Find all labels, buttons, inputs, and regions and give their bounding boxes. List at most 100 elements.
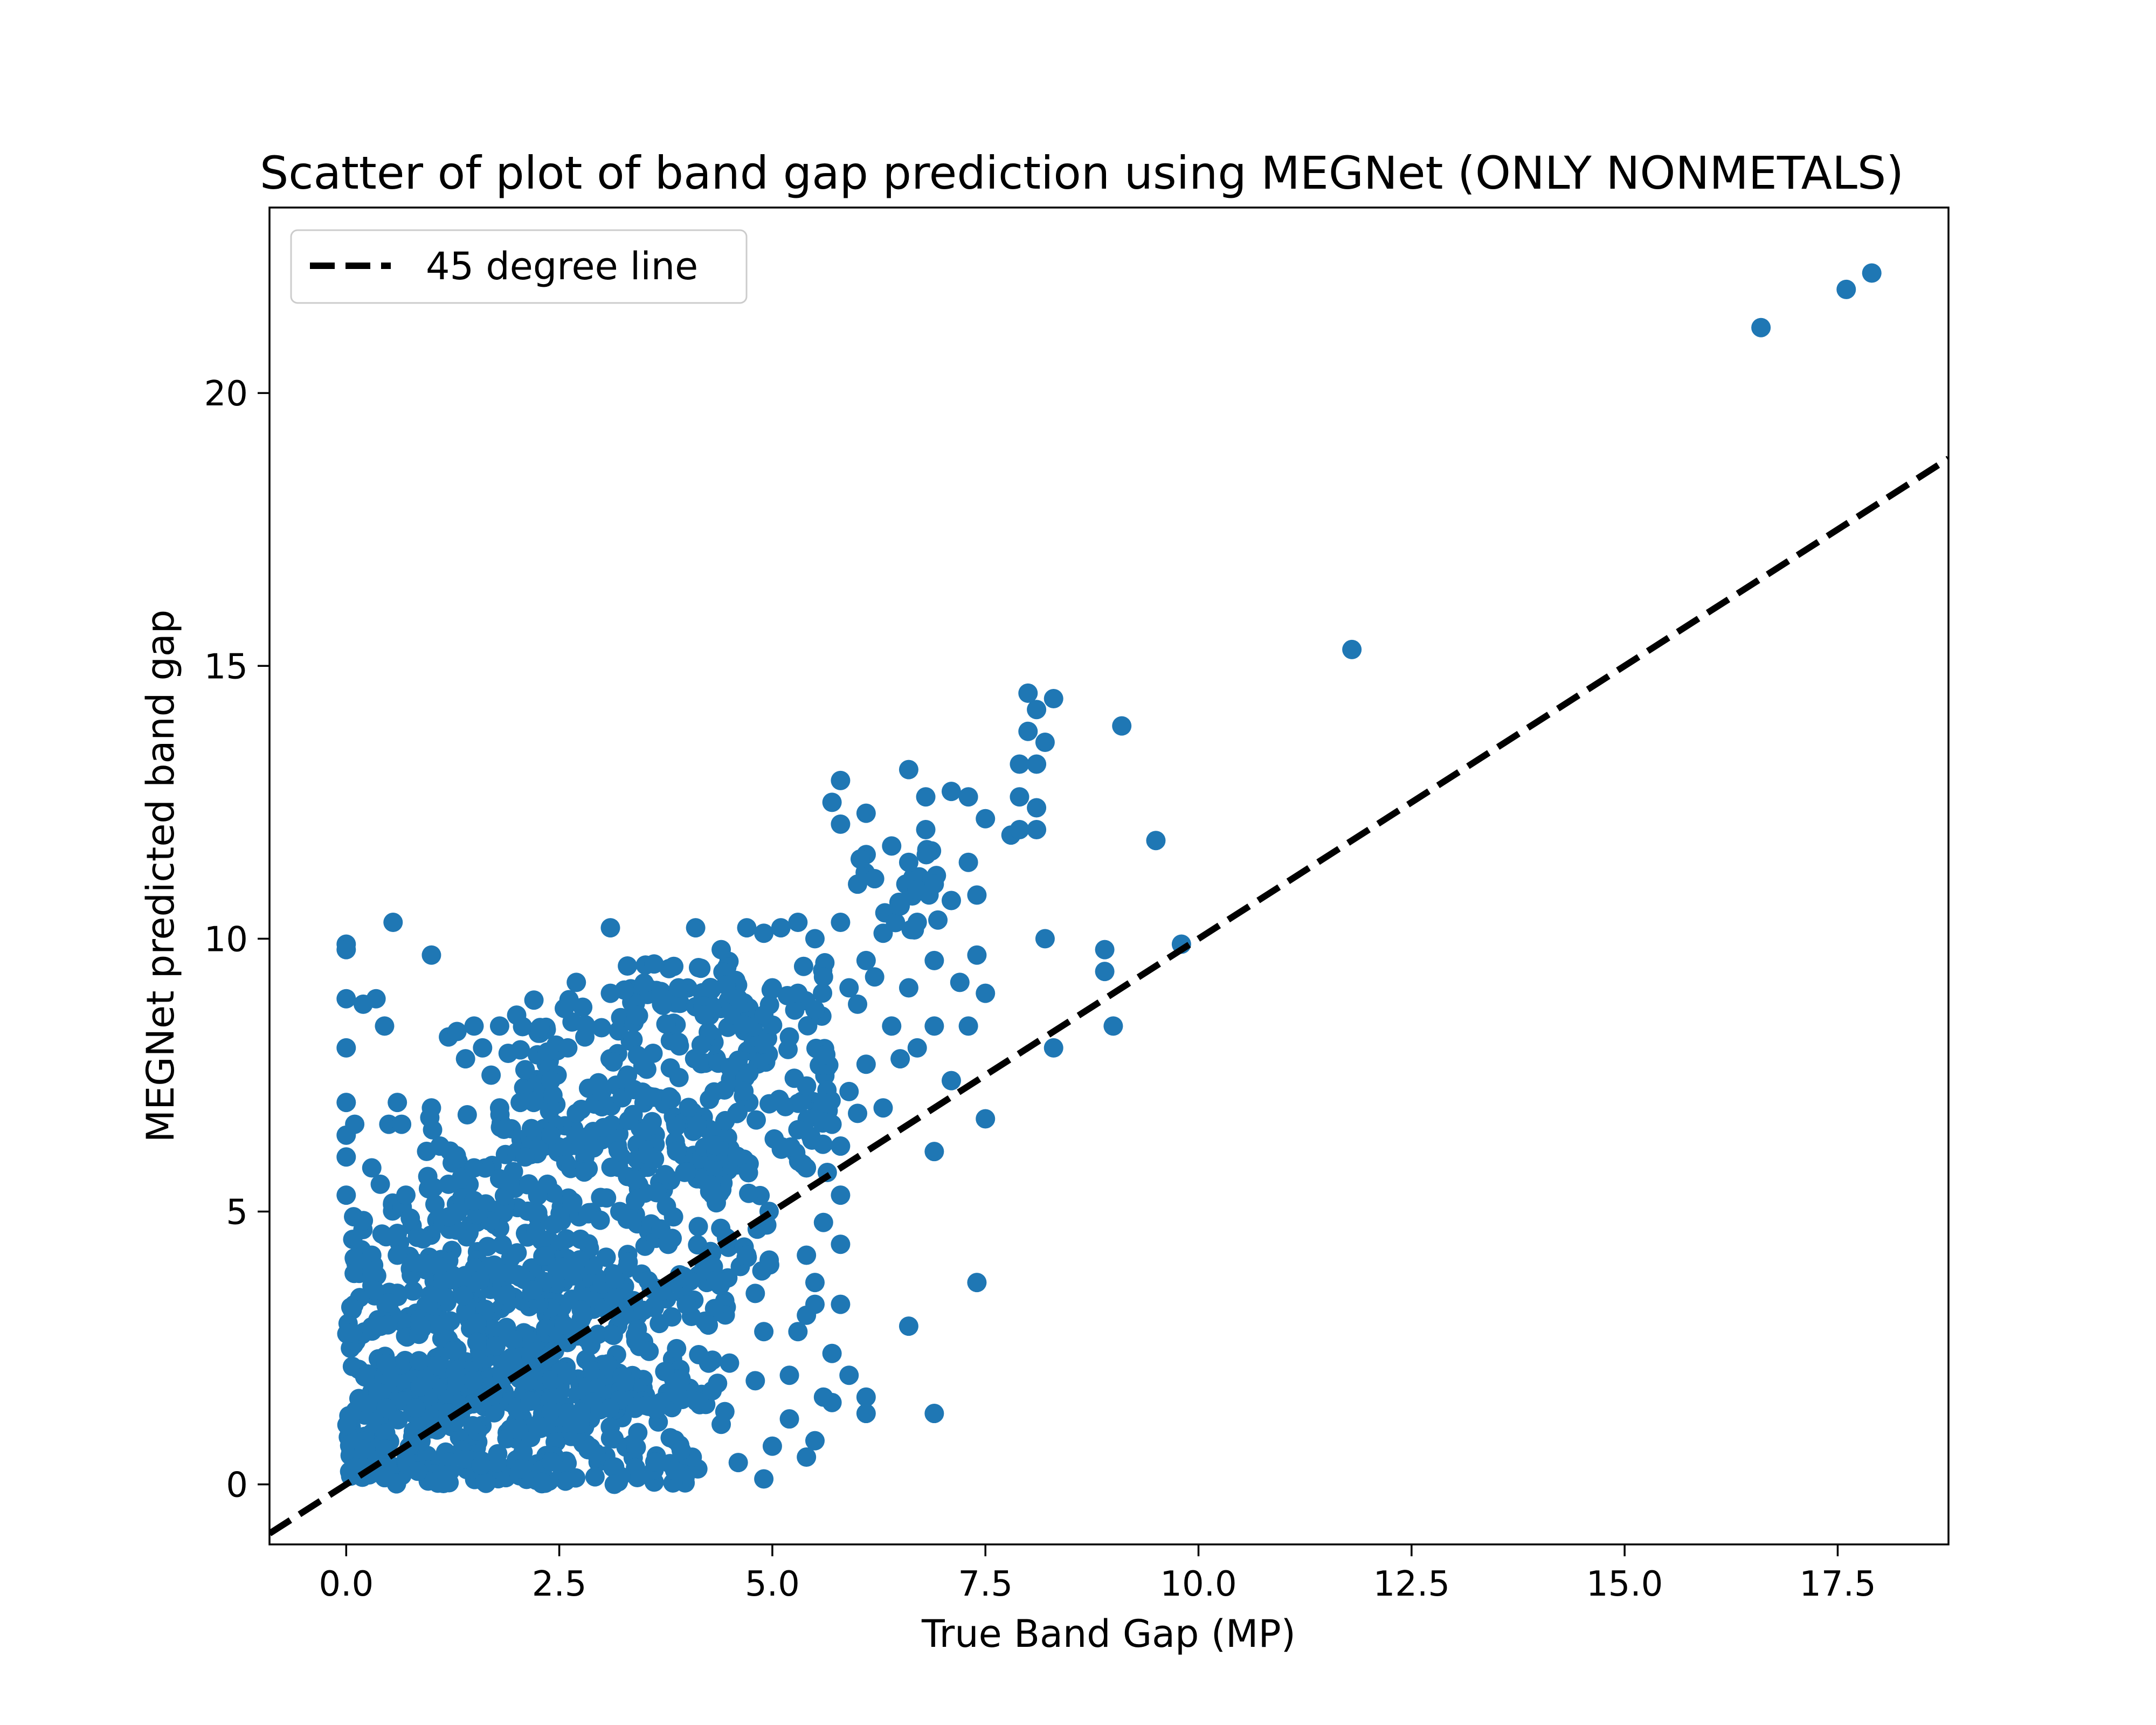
- scatter-point: [779, 1027, 799, 1047]
- scatter-point: [655, 1362, 675, 1382]
- scatter-point: [652, 994, 672, 1014]
- x-tick-label: 0.0: [319, 1564, 374, 1604]
- scatter-point: [689, 1344, 709, 1364]
- scatter-point: [705, 1135, 725, 1155]
- scatter-point: [1751, 318, 1771, 337]
- scatter-point: [686, 918, 706, 938]
- scatter-point: [856, 950, 876, 970]
- scatter-point: [771, 1139, 791, 1159]
- scatter-point: [1044, 689, 1063, 709]
- scatter-point: [831, 1136, 851, 1156]
- scatter-point: [797, 1245, 817, 1265]
- scatter-point: [608, 1141, 628, 1161]
- scatter-point: [882, 1016, 902, 1036]
- scatter-point: [336, 1093, 356, 1113]
- scatter-point: [473, 1038, 493, 1058]
- scatter-point: [739, 1063, 759, 1083]
- scatter-point: [958, 787, 978, 807]
- scatter-point: [1836, 279, 1856, 299]
- scatter-point: [336, 1038, 356, 1058]
- scatter-point: [485, 1402, 505, 1422]
- scatter-point: [645, 1452, 665, 1472]
- scatter-point: [788, 913, 808, 933]
- scatter-point: [727, 1146, 747, 1166]
- scatter-point: [831, 1294, 851, 1314]
- scatter-point: [1027, 700, 1047, 720]
- scatter-point: [376, 1398, 396, 1418]
- scatter-point: [489, 1098, 509, 1118]
- scatter-point: [554, 1315, 574, 1335]
- scatter-point: [797, 1158, 817, 1178]
- scatter-series: [336, 263, 1882, 1494]
- scatter-point: [664, 1207, 683, 1227]
- scatter-point: [754, 1469, 774, 1489]
- legend: 45 degree line: [290, 229, 748, 304]
- scatter-point: [507, 1005, 527, 1025]
- scatter-point: [455, 1049, 475, 1069]
- scatter-point: [626, 1437, 646, 1457]
- scatter-point: [667, 1141, 687, 1161]
- scatter-point: [566, 972, 586, 992]
- scatter-point: [438, 1465, 458, 1485]
- scatter-point: [341, 1297, 361, 1317]
- scatter-point: [1018, 721, 1038, 741]
- scatter-point: [679, 1098, 699, 1117]
- scatter-point: [924, 1016, 944, 1036]
- scatter-point: [408, 1461, 428, 1481]
- scatter-point: [967, 945, 987, 965]
- scatter-point: [336, 1185, 356, 1205]
- scatter-point: [873, 923, 893, 943]
- scatter-point: [1044, 1038, 1063, 1058]
- legend-label: 45 degree line: [426, 244, 698, 288]
- scatter-point: [813, 1212, 833, 1232]
- scatter-point: [470, 1270, 490, 1290]
- scatter-point: [476, 1473, 496, 1493]
- scatter-point: [739, 1183, 759, 1203]
- scatter-point: [518, 1370, 538, 1390]
- scatter-point: [899, 852, 918, 872]
- scatter-point: [571, 1402, 591, 1422]
- scatter-point: [625, 1170, 645, 1190]
- scatter-point: [566, 1103, 586, 1123]
- scatter-point: [831, 913, 851, 933]
- scatter-point: [574, 1162, 594, 1182]
- scatter-point: [899, 978, 918, 998]
- scatter-point: [421, 945, 441, 965]
- scatter-point: [411, 1316, 431, 1336]
- scatter-point: [425, 1194, 445, 1214]
- scatter-point: [375, 1468, 395, 1488]
- scatter-point: [406, 1398, 426, 1418]
- scatter-point: [457, 1105, 477, 1125]
- scatter-point: [754, 1322, 774, 1342]
- scatter-point: [336, 940, 356, 960]
- scatter-point: [445, 1361, 465, 1381]
- scatter-point: [371, 1316, 391, 1336]
- scatter-point: [603, 1326, 623, 1346]
- scatter-point: [656, 1014, 676, 1034]
- scatter-point: [715, 1080, 735, 1100]
- scatter-point: [737, 918, 757, 938]
- scatter-point: [1010, 787, 1029, 807]
- scatter-point: [466, 1313, 486, 1333]
- scatter-point: [924, 1404, 944, 1424]
- scatter-point: [598, 1354, 618, 1374]
- scatter-point: [530, 1018, 550, 1038]
- scatter-point: [745, 1371, 765, 1391]
- scatter-point: [510, 1093, 530, 1113]
- scatter-point: [627, 1319, 647, 1339]
- scatter-point: [771, 918, 791, 938]
- scatter-point: [967, 1273, 987, 1293]
- scatter-point: [618, 1065, 638, 1085]
- scatter-point: [848, 1103, 868, 1123]
- scatter-point: [733, 1015, 753, 1034]
- scatter-point: [370, 1174, 390, 1194]
- scatter-point: [762, 1436, 782, 1456]
- scatter-point: [447, 1022, 467, 1041]
- scatter-point: [734, 1081, 754, 1101]
- scatter-point: [535, 1246, 555, 1266]
- x-tick-label: 15.0: [1586, 1564, 1663, 1604]
- plot-frame: [268, 206, 1950, 1545]
- scatter-point: [661, 1089, 681, 1109]
- scatter-point: [541, 1402, 561, 1422]
- scatter-point: [666, 1116, 686, 1136]
